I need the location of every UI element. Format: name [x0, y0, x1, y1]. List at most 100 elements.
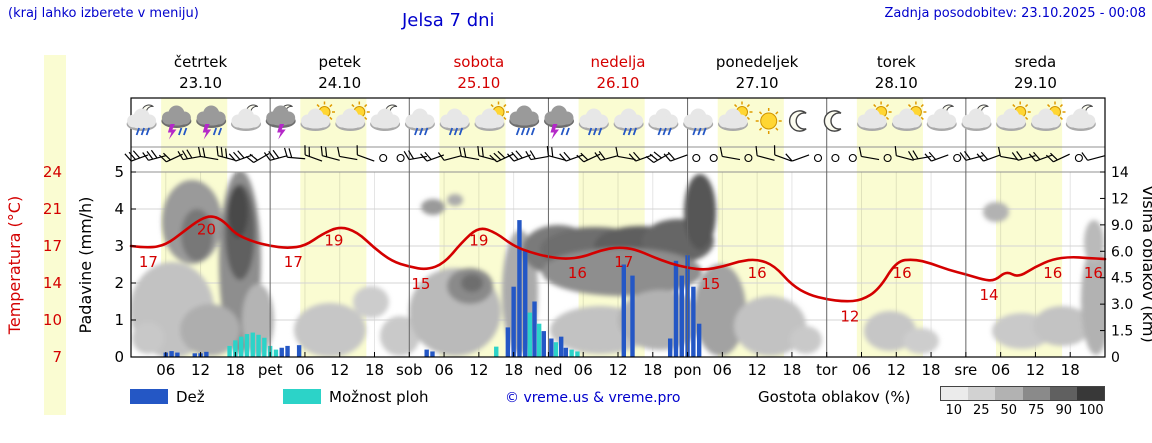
barb-feather: [132, 150, 141, 159]
cloud-puff: [511, 114, 538, 126]
wind-barb: [628, 151, 653, 162]
temperature-value-label: 17: [284, 253, 303, 271]
barb-shaft: [1053, 153, 1070, 163]
temperature-tick-label: 21: [43, 200, 62, 218]
shower-bar: [250, 332, 255, 357]
day-name: ponedeljek: [716, 53, 799, 71]
cloud-scale-value: 50: [1000, 403, 1018, 418]
time-tick-label: ned: [534, 361, 562, 379]
weather-icon-moon-cloud: [370, 104, 401, 131]
cloud-scale-segment: [968, 387, 996, 400]
shower-legend-swatch: [283, 389, 321, 404]
wind-barb: [403, 150, 427, 161]
sun-ray: [351, 104, 355, 108]
rain-drop: [183, 127, 188, 136]
cloud-scale-value: 75: [1027, 403, 1045, 418]
temperature-value-label: 16: [568, 264, 587, 282]
weather-icon-storm-rain: [161, 105, 192, 140]
barb-feather: [653, 151, 662, 159]
rain-drop: [515, 127, 521, 136]
rain-bar: [541, 331, 546, 357]
calm-circle: [883, 153, 892, 163]
shower-bar: [238, 336, 244, 357]
wind-calm-icon: [813, 153, 823, 163]
weather-icon-sun: [755, 108, 782, 134]
barb-feather: [546, 146, 550, 156]
rain-bar: [430, 351, 435, 357]
temperature-value-label: 20: [197, 221, 216, 239]
wind-calm-icon: [1074, 153, 1083, 163]
cloud-scale-segment: [1076, 387, 1105, 400]
day-date: 26.10: [597, 74, 640, 92]
rain-bar: [523, 249, 528, 357]
precipitation-layer: [163, 220, 702, 357]
barb-feather: [268, 151, 275, 160]
barb-feather: [477, 146, 480, 156]
day-date: 23.10: [179, 74, 222, 92]
barb-feather: [598, 151, 606, 160]
sun-ray: [920, 116, 924, 120]
rain-bar: [505, 327, 511, 357]
barb-feather: [163, 152, 171, 161]
barb-feather: [908, 150, 915, 160]
weather-icon-rain-moon: [126, 104, 157, 136]
barb-feather: [719, 146, 723, 157]
cloud-height-tick-label: 12: [1111, 191, 1129, 207]
temperature-value-label: 17: [614, 253, 633, 271]
wind-barb: [663, 151, 688, 162]
wind-barb: [477, 146, 497, 161]
cloud-blob: [983, 202, 1009, 222]
barb-feather: [403, 150, 410, 160]
lightning-bolt: [202, 124, 212, 140]
rain-drop: [424, 127, 429, 136]
weather-icon-sun-cloud: [891, 101, 927, 131]
shower-bar: [527, 312, 533, 357]
cloud-density-scale-values: 10 25 50 75 90 100: [940, 403, 1110, 418]
shower-bar: [256, 334, 261, 357]
rain-bar: [424, 349, 429, 357]
rain-bar: [296, 345, 302, 357]
calm-circle: [813, 153, 823, 163]
time-tick-label: 18: [922, 361, 941, 379]
barb-feather: [481, 147, 484, 157]
time-tick-label: 18: [504, 361, 523, 379]
barb-feather: [928, 151, 937, 160]
sun-ray: [758, 111, 763, 115]
wind-barb: [997, 146, 1019, 161]
rain-bar: [532, 301, 537, 357]
cloud-height-tick-label: 6.0: [1111, 244, 1133, 260]
cloud-blob: [734, 296, 806, 356]
rain-bar: [558, 336, 564, 357]
cloud-scale-value: 100: [1078, 403, 1104, 418]
time-tick-label: 12: [1026, 361, 1045, 379]
copyright-link[interactable]: © vreme.us & vreme.pro: [505, 390, 681, 406]
temperature-value-label: 16: [1084, 264, 1103, 282]
shower-bar: [553, 342, 559, 357]
wind-barb: [615, 146, 636, 161]
cloud-scale-value: 25: [972, 403, 990, 418]
barb-shaft: [670, 154, 688, 162]
time-tick-label: 18: [226, 361, 245, 379]
cloud-blob: [353, 286, 389, 318]
day-name: sreda: [1015, 53, 1057, 71]
rain-drop: [419, 127, 424, 136]
cloud-puff: [1033, 117, 1059, 129]
weather-icon-rain: [648, 108, 679, 136]
barb-shaft: [983, 154, 1001, 162]
cloud-blob: [1081, 245, 1105, 355]
barb-feather: [858, 146, 862, 157]
calm-circle: [831, 153, 840, 163]
rain-drop: [530, 127, 536, 136]
wind-barb: [507, 150, 531, 162]
day-date: 25.10: [457, 74, 500, 92]
time-tick-label: pet: [258, 361, 283, 379]
barb-feather: [649, 153, 658, 161]
sun-ray: [503, 116, 507, 120]
cloud-scale-segment: [1022, 387, 1050, 400]
barb-feather: [228, 153, 237, 162]
sun-ray: [1059, 104, 1063, 108]
barb-feather: [785, 153, 793, 162]
rain-drop: [135, 127, 140, 136]
